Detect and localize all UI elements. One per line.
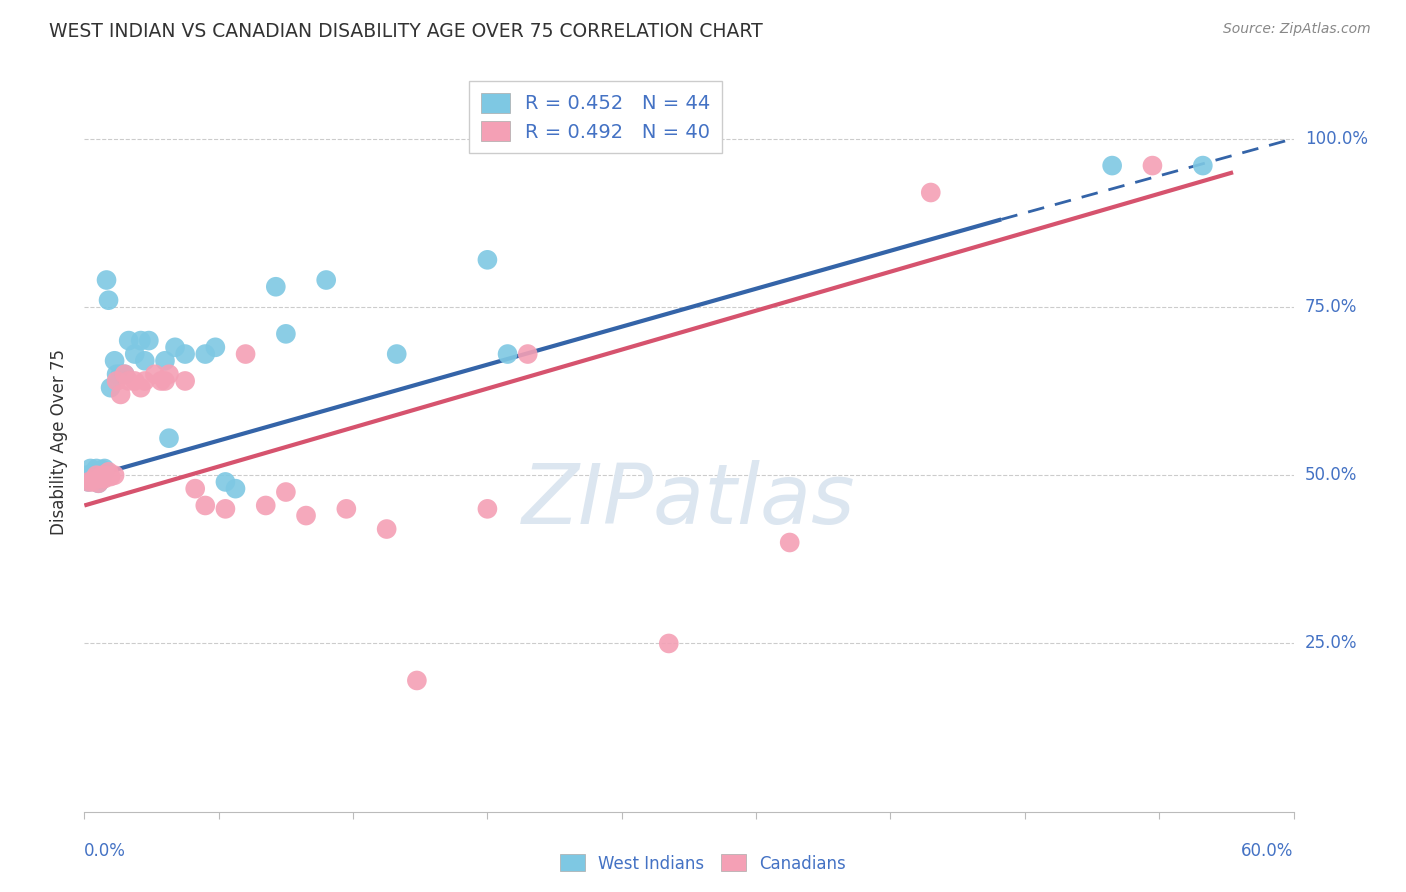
Point — [138, 334, 160, 348]
Point — [86, 472, 108, 486]
Point — [83, 472, 105, 486]
Point — [93, 465, 115, 479]
Point — [315, 273, 337, 287]
Point — [920, 186, 942, 200]
Point — [406, 673, 429, 688]
Point — [96, 468, 118, 483]
Point — [77, 475, 100, 489]
Point — [335, 501, 357, 516]
Legend: R = 0.452   N = 44, R = 0.492   N = 40: R = 0.452 N = 44, R = 0.492 N = 40 — [470, 81, 723, 153]
Point — [114, 368, 136, 382]
Point — [100, 469, 122, 483]
Y-axis label: Disability Age Over 75: Disability Age Over 75 — [51, 349, 69, 534]
Point — [149, 374, 172, 388]
Point — [129, 334, 152, 348]
Text: Source: ZipAtlas.com: Source: ZipAtlas.com — [1223, 22, 1371, 37]
Point — [274, 326, 297, 341]
Point — [110, 387, 132, 401]
Point — [295, 508, 318, 523]
Point — [235, 347, 257, 361]
Point — [1192, 159, 1215, 173]
Point — [385, 347, 408, 361]
Point — [153, 374, 176, 388]
Text: 60.0%: 60.0% — [1241, 842, 1294, 860]
Point — [214, 475, 236, 489]
Text: ZIPatlas: ZIPatlas — [522, 460, 856, 541]
Point — [97, 293, 120, 308]
Point — [165, 340, 187, 354]
Text: 50.0%: 50.0% — [1305, 467, 1357, 484]
Point — [91, 468, 114, 483]
Point — [143, 368, 166, 382]
Point — [89, 474, 111, 488]
Point — [153, 353, 176, 368]
Point — [86, 461, 108, 475]
Point — [105, 374, 128, 388]
Text: 0.0%: 0.0% — [84, 842, 127, 860]
Point — [174, 347, 197, 361]
Point — [157, 368, 180, 382]
Point — [375, 522, 398, 536]
Point — [83, 468, 105, 483]
Point — [194, 347, 217, 361]
Text: 100.0%: 100.0% — [1305, 129, 1368, 148]
Point — [134, 374, 156, 388]
Point — [87, 476, 110, 491]
Point — [214, 501, 236, 516]
Text: 75.0%: 75.0% — [1305, 298, 1357, 316]
Point — [93, 461, 115, 475]
Point — [118, 374, 141, 388]
Point — [104, 353, 127, 368]
Point — [274, 485, 297, 500]
Point — [118, 334, 141, 348]
Point — [91, 463, 114, 477]
Point — [134, 353, 156, 368]
Point — [254, 499, 277, 513]
Point — [89, 468, 111, 483]
Point — [97, 465, 120, 479]
Point — [194, 499, 217, 513]
Point — [124, 347, 146, 361]
Text: 25.0%: 25.0% — [1305, 634, 1357, 652]
Point — [77, 475, 100, 489]
Point — [96, 273, 118, 287]
Point — [93, 472, 115, 486]
Point — [129, 381, 152, 395]
Point — [83, 465, 105, 479]
Point — [124, 374, 146, 388]
Point — [87, 465, 110, 479]
Point — [110, 368, 132, 382]
Point — [264, 279, 287, 293]
Point — [1142, 159, 1164, 173]
Point — [225, 482, 247, 496]
Point — [79, 461, 101, 475]
Point — [779, 535, 801, 549]
Point — [86, 468, 108, 483]
Text: WEST INDIAN VS CANADIAN DISABILITY AGE OVER 75 CORRELATION CHART: WEST INDIAN VS CANADIAN DISABILITY AGE O… — [49, 22, 763, 41]
Point — [75, 468, 97, 483]
Legend: West Indians, Canadians: West Indians, Canadians — [553, 847, 853, 880]
Point — [658, 636, 681, 650]
Point — [184, 482, 207, 496]
Point — [157, 431, 180, 445]
Point — [477, 252, 499, 267]
Point — [104, 468, 127, 483]
Point — [114, 368, 136, 382]
Point — [89, 472, 111, 486]
Point — [477, 501, 499, 516]
Point — [204, 340, 226, 354]
Point — [87, 476, 110, 491]
Point — [82, 472, 104, 486]
Point — [1101, 159, 1123, 173]
Point — [82, 475, 104, 489]
Point — [91, 468, 114, 483]
Point — [100, 381, 122, 395]
Point — [174, 374, 197, 388]
Point — [516, 347, 538, 361]
Point — [105, 368, 128, 382]
Point — [496, 347, 519, 361]
